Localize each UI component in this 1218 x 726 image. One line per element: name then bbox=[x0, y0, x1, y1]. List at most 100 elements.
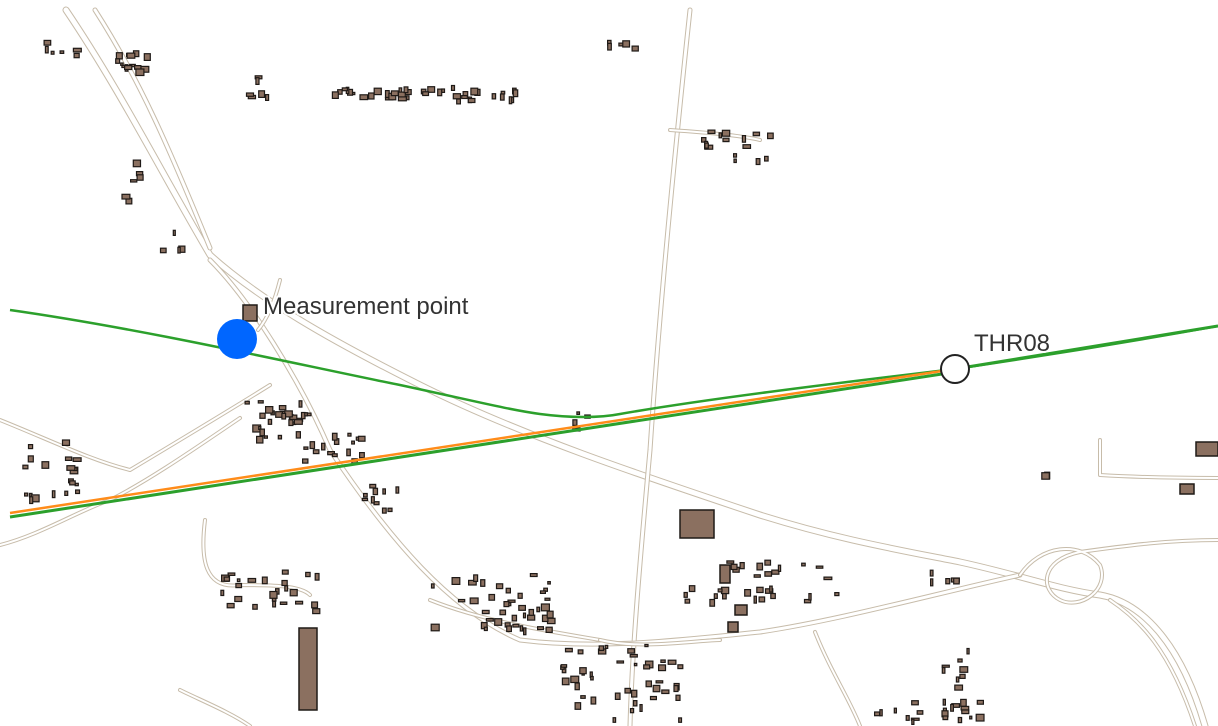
building-small bbox=[312, 608, 321, 615]
building-small bbox=[630, 689, 638, 698]
building-small bbox=[574, 682, 580, 691]
building-small bbox=[450, 84, 456, 92]
building-small bbox=[744, 588, 752, 597]
building-small bbox=[263, 435, 268, 439]
building-small bbox=[815, 565, 824, 569]
building-small bbox=[314, 572, 320, 581]
building-small bbox=[281, 412, 287, 420]
building-small bbox=[372, 487, 379, 496]
building-small bbox=[561, 677, 570, 686]
building-small bbox=[452, 93, 462, 100]
building-small bbox=[227, 572, 236, 577]
building-large bbox=[679, 509, 715, 539]
building-small bbox=[252, 603, 258, 610]
building-small bbox=[614, 692, 621, 700]
building-small bbox=[259, 412, 266, 419]
building-small bbox=[517, 592, 523, 599]
building-small bbox=[950, 703, 955, 712]
building-large bbox=[727, 621, 739, 633]
road-east-south bbox=[1109, 599, 1196, 726]
building-small bbox=[540, 603, 551, 612]
road-south-exit bbox=[814, 631, 861, 726]
building-small bbox=[437, 88, 443, 97]
building-small bbox=[673, 684, 679, 693]
building-small bbox=[954, 684, 964, 691]
building-small bbox=[657, 664, 667, 672]
measurement-point-marker[interactable] bbox=[217, 319, 257, 359]
building-small bbox=[220, 589, 225, 597]
building-small bbox=[281, 579, 288, 587]
building-small bbox=[512, 623, 520, 628]
building-small bbox=[911, 718, 915, 725]
building-small bbox=[717, 588, 723, 593]
building-small bbox=[961, 709, 970, 715]
building-small bbox=[481, 609, 490, 615]
building-small bbox=[560, 664, 568, 668]
building-small bbox=[512, 89, 519, 98]
building-small bbox=[579, 667, 587, 675]
building-small bbox=[960, 698, 967, 707]
building-small bbox=[64, 490, 69, 497]
building-small bbox=[346, 448, 351, 457]
building-small bbox=[688, 585, 696, 593]
building-small bbox=[265, 406, 274, 414]
building-small bbox=[368, 92, 375, 100]
building-small bbox=[741, 135, 747, 143]
building-small bbox=[721, 129, 731, 137]
building-small bbox=[427, 86, 436, 93]
building-small bbox=[456, 98, 462, 105]
building-small bbox=[629, 707, 635, 714]
building-small bbox=[295, 600, 304, 605]
building-small bbox=[547, 580, 551, 585]
building-small bbox=[755, 158, 761, 166]
building-small bbox=[136, 174, 144, 181]
building-small bbox=[652, 684, 661, 693]
building-small bbox=[942, 698, 947, 706]
building-small bbox=[911, 700, 919, 706]
building-small bbox=[879, 709, 883, 717]
building-small bbox=[771, 569, 780, 575]
building-small bbox=[893, 707, 897, 714]
threshold-marker[interactable] bbox=[940, 354, 970, 384]
building-small bbox=[957, 658, 963, 663]
building-small bbox=[644, 643, 649, 648]
building-small bbox=[403, 86, 409, 94]
building-small bbox=[387, 507, 393, 513]
building-small bbox=[468, 579, 477, 586]
building-large bbox=[1195, 441, 1218, 457]
building-small bbox=[277, 434, 283, 440]
building-small bbox=[929, 578, 934, 587]
building-small bbox=[544, 597, 551, 601]
building-small bbox=[269, 590, 278, 599]
building-small bbox=[742, 144, 752, 149]
building-small bbox=[499, 609, 507, 616]
building-large bbox=[719, 564, 731, 584]
building-small bbox=[959, 673, 966, 679]
building-small bbox=[59, 50, 65, 55]
building-small bbox=[123, 64, 133, 71]
building-small bbox=[321, 442, 326, 451]
building-small bbox=[632, 699, 638, 707]
building-small bbox=[722, 137, 730, 143]
building-small bbox=[359, 94, 369, 101]
building-small bbox=[451, 576, 461, 585]
building-small bbox=[607, 42, 612, 51]
building-small bbox=[267, 418, 273, 425]
building-small bbox=[570, 675, 580, 684]
building-small bbox=[704, 142, 709, 149]
building-small bbox=[121, 193, 131, 200]
building-small bbox=[873, 711, 881, 717]
building-small bbox=[309, 441, 316, 450]
building-small bbox=[495, 583, 504, 590]
building-small bbox=[470, 87, 479, 96]
building-small bbox=[612, 717, 617, 723]
building-small bbox=[645, 680, 652, 688]
building-small bbox=[359, 452, 365, 459]
building-small bbox=[331, 91, 339, 100]
building-small bbox=[616, 660, 625, 664]
flight-tracks-layer bbox=[9, 308, 1218, 519]
building-small bbox=[660, 659, 666, 664]
building-small bbox=[363, 492, 368, 498]
